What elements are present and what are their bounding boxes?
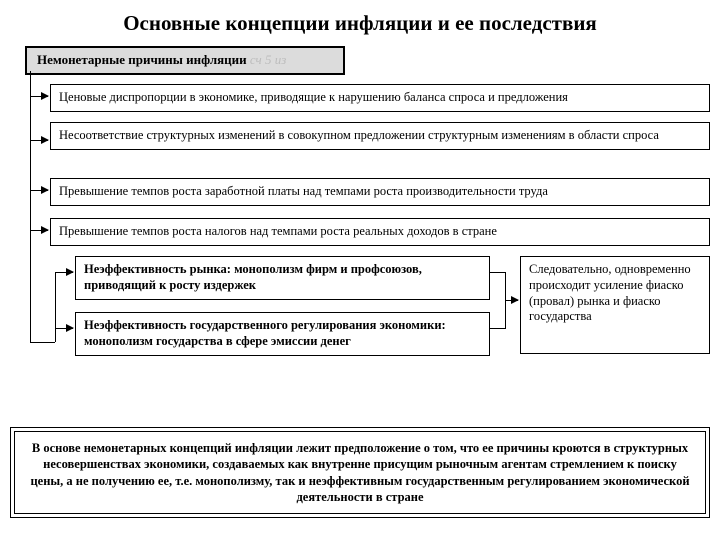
item-box-4: Превышение темпов роста налогов над темп… bbox=[50, 218, 710, 246]
main-stem bbox=[30, 71, 31, 342]
diagram-area: Немонетарные причины инфляции сч 5 из Це… bbox=[10, 46, 710, 416]
header-box: Немонетарные причины инфляции сч 5 из bbox=[25, 46, 345, 74]
arrow-row-2 bbox=[30, 140, 48, 141]
conn-sub1-h bbox=[490, 272, 505, 273]
sub-item-box-2: Неэффективность государственного регулир… bbox=[75, 312, 490, 355]
arrow-row-1 bbox=[30, 96, 48, 97]
item-box-3: Превышение темпов роста заработной платы… bbox=[50, 178, 710, 206]
sub-stem bbox=[55, 272, 56, 342]
consequence-box: Следовательно, одно­временно происходит … bbox=[520, 256, 710, 354]
arrow-sub-2 bbox=[55, 328, 73, 329]
header-faded: сч 5 из bbox=[250, 52, 286, 67]
sub-branch-h bbox=[30, 342, 55, 343]
arrow-sub-1 bbox=[55, 272, 73, 273]
conn-sub2-h bbox=[490, 328, 505, 329]
sub-item-box-1: Неэффективность рынка: монополизм фирм и… bbox=[75, 256, 490, 299]
page-title: Основные концепции инфляции и ее последс… bbox=[0, 0, 720, 42]
footer-text: В основе немонетарных концепций инфляции… bbox=[14, 431, 706, 514]
item-box-2: Несоответствие структурных изменений в с… bbox=[50, 122, 710, 150]
footer-outer: В основе немонетарных концепций инфляции… bbox=[10, 427, 710, 518]
arrow-row-3 bbox=[30, 190, 48, 191]
arrow-to-conseq bbox=[505, 300, 518, 301]
header-label: Немонетарные причины инфляции bbox=[37, 52, 247, 67]
arrow-row-4 bbox=[30, 230, 48, 231]
item-box-1: Ценовые диспропорции в экономике, привод… bbox=[50, 84, 710, 112]
